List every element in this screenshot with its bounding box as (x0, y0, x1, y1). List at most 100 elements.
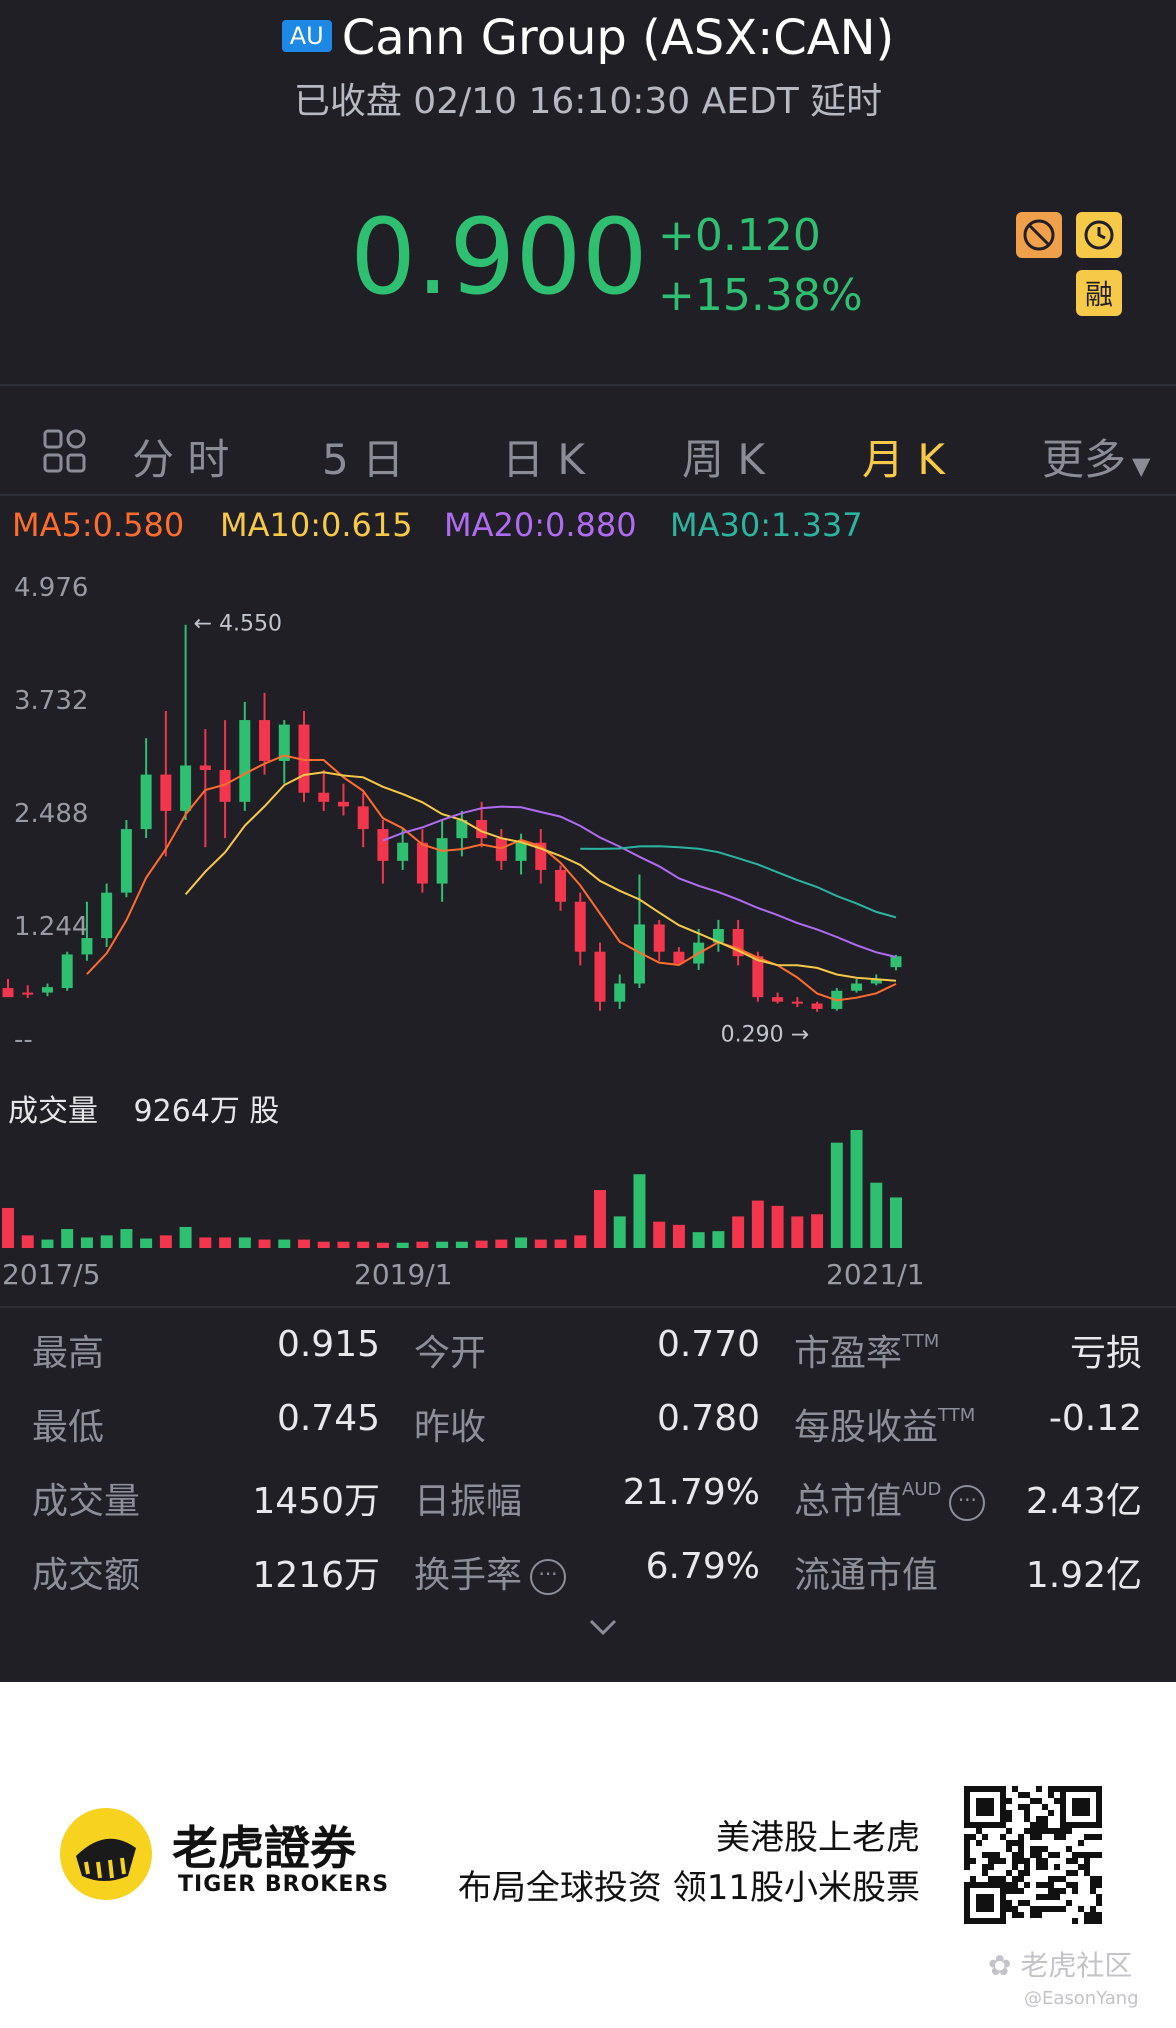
volume-bar (633, 1174, 646, 1248)
watermark-text: 老虎社区 (1020, 1949, 1133, 1982)
stat-label: 流通市值 (794, 1555, 939, 1596)
candle-body (337, 801, 349, 807)
stat-value: 0.770 (656, 1324, 760, 1365)
volume-bar (61, 1229, 74, 1248)
volume-bar (80, 1237, 93, 1248)
y-tick-label: 3.732 (14, 686, 88, 716)
volume-label: 成交量 (8, 1094, 98, 1129)
volume-bar (376, 1242, 389, 1248)
volume-chart[interactable] (0, 1120, 1176, 1250)
stat-value: 1450万 (252, 1481, 380, 1522)
candle-body (140, 774, 152, 830)
y-tick-label: -- (14, 1025, 33, 1055)
ma10-line (184, 771, 897, 982)
clock-icon[interactable] (1076, 212, 1122, 258)
y-tick-label: 4.976 (14, 573, 88, 603)
tab-more[interactable]: 更多 ▼ (1042, 426, 1150, 487)
candle-body (199, 765, 211, 771)
ma20-line (382, 805, 897, 958)
volume-bar (337, 1241, 350, 1248)
stat-label: 最低 (32, 1407, 105, 1448)
volume-bar (199, 1237, 212, 1248)
y-tick-label: 2.488 (14, 799, 88, 829)
candle-body (614, 983, 626, 1002)
volume-bar (653, 1221, 666, 1248)
volume-bar (140, 1238, 153, 1248)
candle-body (239, 720, 251, 802)
volume-bar (396, 1242, 409, 1248)
candle-body (357, 806, 369, 830)
stock-title-row: AU Cann Group (ASX:CAN) (0, 10, 1176, 66)
stat-label: 每股收益TTM (794, 1405, 976, 1448)
stat-label-sup: TTM (902, 1331, 940, 1352)
ma5-line (86, 754, 897, 1002)
candle-body (712, 928, 724, 943)
candle-body (752, 956, 764, 998)
volume-bar (574, 1235, 587, 1248)
margin-icon[interactable]: 融 (1076, 270, 1122, 316)
info-icon[interactable]: ··· (949, 1485, 986, 1521)
volume-bar (120, 1229, 133, 1248)
tab-monthly-k[interactable]: 月 K (862, 435, 945, 484)
stat-label: 今开 (414, 1333, 487, 1374)
candle-body (495, 838, 507, 861)
info-icon[interactable]: ··· (530, 1559, 567, 1595)
volume-bar (594, 1190, 606, 1248)
candle-body (811, 1003, 823, 1009)
candle-body (535, 842, 547, 870)
volume-bar (357, 1241, 370, 1248)
candle-body (160, 774, 172, 811)
x-tick-2019: 2019/1 (354, 1258, 453, 1291)
stat-label: 最高 (32, 1333, 105, 1374)
volume-bar (692, 1232, 705, 1248)
qr-code-icon[interactable] (964, 1786, 1102, 1924)
volume-bar (672, 1224, 685, 1248)
expand-chevron-icon[interactable] (588, 1618, 618, 1640)
stat-label: 总市值AUD ··· (794, 1472, 986, 1524)
stat-value: 2.43亿 (1025, 1481, 1142, 1522)
volume-bar (21, 1235, 34, 1248)
stat-value: -0.12 (1048, 1398, 1142, 1439)
volume-bar (811, 1214, 824, 1248)
volume-bar (712, 1231, 725, 1248)
candle-body (298, 724, 310, 793)
volume-bar (515, 1237, 528, 1248)
candle-body (633, 924, 645, 984)
grid-icon[interactable] (42, 428, 88, 478)
candle-body (278, 724, 290, 761)
volume-bar (2, 1207, 14, 1248)
ma30-line (580, 845, 897, 919)
candle-body (456, 819, 468, 839)
no-short-icon[interactable] (1016, 212, 1062, 258)
tab-weekly-k[interactable]: 周 K (682, 435, 765, 484)
candle-body (397, 842, 409, 861)
tab-intraday[interactable]: 分 时 (132, 435, 230, 484)
volume-bar (179, 1226, 192, 1248)
volume-bar (416, 1241, 429, 1248)
stat-label-sup: AUD (902, 1479, 942, 1500)
candle-body (851, 983, 863, 991)
candlestick-chart[interactable]: 4.976 3.732 2.488 1.244 -- ← 4.550 0.290 → (0, 560, 1176, 1060)
tab-5day[interactable]: 5 日 (322, 435, 405, 484)
candle-body (673, 951, 685, 964)
tab-daily-k[interactable]: 日 K (502, 435, 585, 484)
stat-value: 0.745 (276, 1398, 380, 1439)
candle-body (81, 938, 93, 955)
volume-bar (238, 1237, 251, 1248)
candle-body (653, 924, 665, 952)
candle-body (2, 988, 14, 998)
app-screen: AU Cann Group (ASX:CAN) 已收盘 02/10 16:10:3… (0, 0, 1176, 1682)
x-tick-2017: 2017/5 (2, 1258, 101, 1291)
candle-body (318, 792, 330, 802)
brand-name-en: TIGER BROKERS (178, 1872, 390, 1897)
volume-bar (41, 1239, 54, 1248)
volume-bar (298, 1239, 310, 1248)
volume-total: 9264万 股 (133, 1094, 280, 1129)
candle-body (555, 869, 567, 902)
volume-bar (258, 1239, 271, 1248)
price-change-percent: +15.38% (658, 270, 863, 321)
volume-bar (100, 1235, 113, 1248)
volume-bar (554, 1239, 567, 1248)
volume-bar (278, 1239, 291, 1248)
price-change: +0.120 (658, 210, 821, 261)
